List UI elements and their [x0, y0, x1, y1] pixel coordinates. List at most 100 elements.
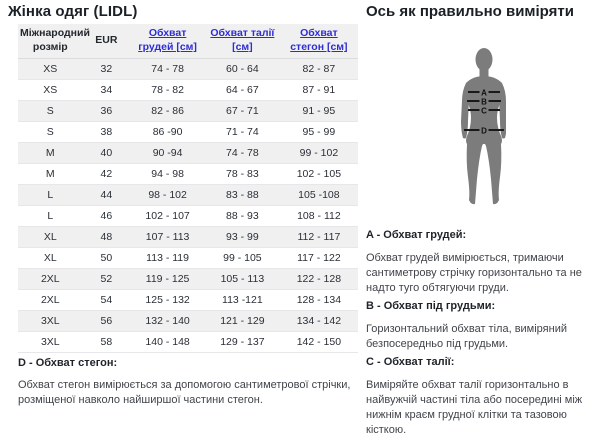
table-row: M 42 94 - 98 78 - 83 102 - 105 [18, 163, 358, 185]
cell-chest-range: 90 -94 [130, 142, 205, 164]
cell-waist-range: 83 - 88 [204, 184, 280, 206]
cell-international-size: 3XL [18, 331, 83, 353]
column-header-hips: Обхват стегон [см] [279, 24, 358, 59]
label-a: A [481, 89, 487, 98]
table-row: M 40 90 -94 74 - 78 99 - 102 [18, 142, 358, 164]
cell-hips-range: 142 - 150 [279, 331, 358, 353]
cell-eur-size: 44 [82, 184, 131, 206]
cell-chest-range: 86 -90 [130, 121, 205, 143]
waist-measure-link[interactable]: Обхват талії [см] [210, 27, 275, 53]
label-d: D [481, 127, 487, 136]
label-b: B [481, 98, 487, 107]
cell-international-size: L [18, 184, 83, 206]
cell-hips-range: 128 - 134 [279, 289, 358, 311]
cell-international-size: 3XL [18, 310, 83, 332]
cell-waist-range: 67 - 71 [204, 100, 280, 122]
hips-measure-link[interactable]: Обхват стегон [см] [290, 27, 348, 53]
cell-hips-range: 102 - 105 [279, 163, 358, 185]
cell-eur-size: 54 [82, 289, 131, 311]
cell-hips-range: 105 -108 [279, 184, 358, 206]
section-b-body: Горизонтальний обхват тіла, виміряний бе… [366, 323, 567, 350]
table-body: XS 32 74 - 78 60 - 64 82 - 87 XS 34 78 -… [18, 58, 358, 353]
section-d-body: Обхват стегон вимірюється за допомогою с… [18, 379, 351, 406]
cell-eur-size: 34 [82, 79, 131, 101]
cell-chest-range: 107 - 113 [130, 226, 205, 248]
cell-hips-range: 99 - 102 [279, 142, 358, 164]
table-row: XL 48 107 - 113 93 - 99 112 - 117 [18, 226, 358, 248]
cell-waist-range: 60 - 64 [204, 58, 280, 80]
column-header-label: EUR [95, 34, 118, 47]
female-silhouette-diagram: A B C D [461, 48, 507, 205]
table-row: XS 34 78 - 82 64 - 67 87 - 91 [18, 79, 358, 101]
cell-hips-range: 95 - 99 [279, 121, 358, 143]
cell-eur-size: 38 [82, 121, 131, 143]
column-header-international-size: Міжнародний розмір [18, 24, 90, 59]
body-measurement-figure: A B C D [460, 46, 507, 208]
cell-international-size: XL [18, 247, 83, 269]
section-d-hips: D - Обхват стегон: Обхват стегон вимірює… [18, 357, 356, 408]
table-row: XL 50 113 - 119 99 - 105 117 - 122 [18, 247, 358, 269]
cell-eur-size: 58 [82, 331, 131, 353]
label-c: C [481, 107, 487, 116]
cell-international-size: XS [18, 79, 83, 101]
column-header-waist: Обхват талії [см] [204, 24, 280, 59]
size-chart-table: Міжнародний розмір EUR Обхват грудей [см… [18, 24, 358, 353]
cell-hips-range: 134 - 142 [279, 310, 358, 332]
table-row: L 46 102 - 107 88 - 93 108 - 112 [18, 205, 358, 227]
measure-guide-sections: A - Обхват грудей: Обхват грудей вимірює… [366, 224, 592, 443]
cell-waist-range: 74 - 78 [204, 142, 280, 164]
cell-hips-range: 87 - 91 [279, 79, 358, 101]
cell-hips-range: 112 - 117 [279, 226, 358, 248]
cell-chest-range: 74 - 78 [130, 58, 205, 80]
table-row: 2XL 52 119 - 125 105 - 113 122 - 128 [18, 268, 358, 290]
table-row: S 38 86 -90 71 - 74 95 - 99 [18, 121, 358, 143]
column-header-label: Міжнародний розмір [20, 27, 90, 53]
cell-chest-range: 132 - 140 [130, 310, 205, 332]
measurement-lines: A B C D [464, 89, 504, 136]
cell-hips-range: 82 - 87 [279, 58, 358, 80]
cell-waist-range: 88 - 93 [204, 205, 280, 227]
section-c-body: Виміряйте обхват талії горизонтально в н… [366, 379, 583, 436]
cell-eur-size: 36 [82, 100, 131, 122]
cell-eur-size: 46 [82, 205, 131, 227]
cell-waist-range: 99 - 105 [204, 247, 280, 269]
cell-waist-range: 93 - 99 [204, 226, 280, 248]
cell-waist-range: 71 - 74 [204, 121, 280, 143]
cell-eur-size: 32 [82, 58, 131, 80]
cell-chest-range: 98 - 102 [130, 184, 205, 206]
cell-eur-size: 42 [82, 163, 131, 185]
cell-waist-range: 113 -121 [204, 289, 280, 311]
cell-chest-range: 113 - 119 [130, 247, 205, 269]
cell-international-size: S [18, 121, 83, 143]
section-c-heading: C - Обхват талії: [366, 356, 455, 368]
cell-chest-range: 125 - 132 [130, 289, 205, 311]
table-row: 3XL 56 132 - 140 121 - 129 134 - 142 [18, 310, 358, 332]
cell-chest-range: 78 - 82 [130, 79, 205, 101]
section-d-heading: D - Обхват стегон: [18, 357, 118, 369]
table-row: 2XL 54 125 - 132 113 -121 128 - 134 [18, 289, 358, 311]
cell-international-size: XS [18, 58, 83, 80]
cell-chest-range: 94 - 98 [130, 163, 205, 185]
cell-eur-size: 48 [82, 226, 131, 248]
cell-international-size: XL [18, 226, 83, 248]
column-header-eur: EUR [82, 24, 131, 59]
table-row: 3XL 58 140 - 148 129 - 137 142 - 150 [18, 331, 358, 353]
cell-international-size: M [18, 163, 83, 185]
table-header-row: Міжнародний розмір EUR Обхват грудей [см… [18, 24, 358, 59]
cell-eur-size: 40 [82, 142, 131, 164]
female-silhouette [461, 48, 507, 205]
cell-chest-range: 82 - 86 [130, 100, 205, 122]
chest-measure-link[interactable]: Обхват грудей [см] [138, 27, 197, 53]
column-header-chest: Обхват грудей [см] [130, 24, 205, 59]
cell-international-size: S [18, 100, 83, 122]
cell-eur-size: 52 [82, 268, 131, 290]
cell-hips-range: 122 - 128 [279, 268, 358, 290]
cell-international-size: M [18, 142, 83, 164]
cell-waist-range: 129 - 137 [204, 331, 280, 353]
table-row: S 36 82 - 86 67 - 71 91 - 95 [18, 100, 358, 122]
cell-chest-range: 119 - 125 [130, 268, 205, 290]
table-row: XS 32 74 - 78 60 - 64 82 - 87 [18, 58, 358, 80]
cell-eur-size: 56 [82, 310, 131, 332]
page-title: Жінка одяг (LIDL) [8, 3, 138, 20]
cell-hips-range: 91 - 95 [279, 100, 358, 122]
